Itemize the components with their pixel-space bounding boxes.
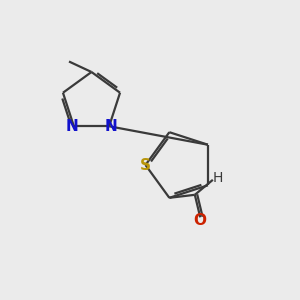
Text: H: H — [213, 171, 224, 185]
Text: N: N — [104, 119, 117, 134]
Text: S: S — [140, 158, 151, 172]
Text: N: N — [66, 119, 79, 134]
Text: O: O — [194, 213, 207, 228]
